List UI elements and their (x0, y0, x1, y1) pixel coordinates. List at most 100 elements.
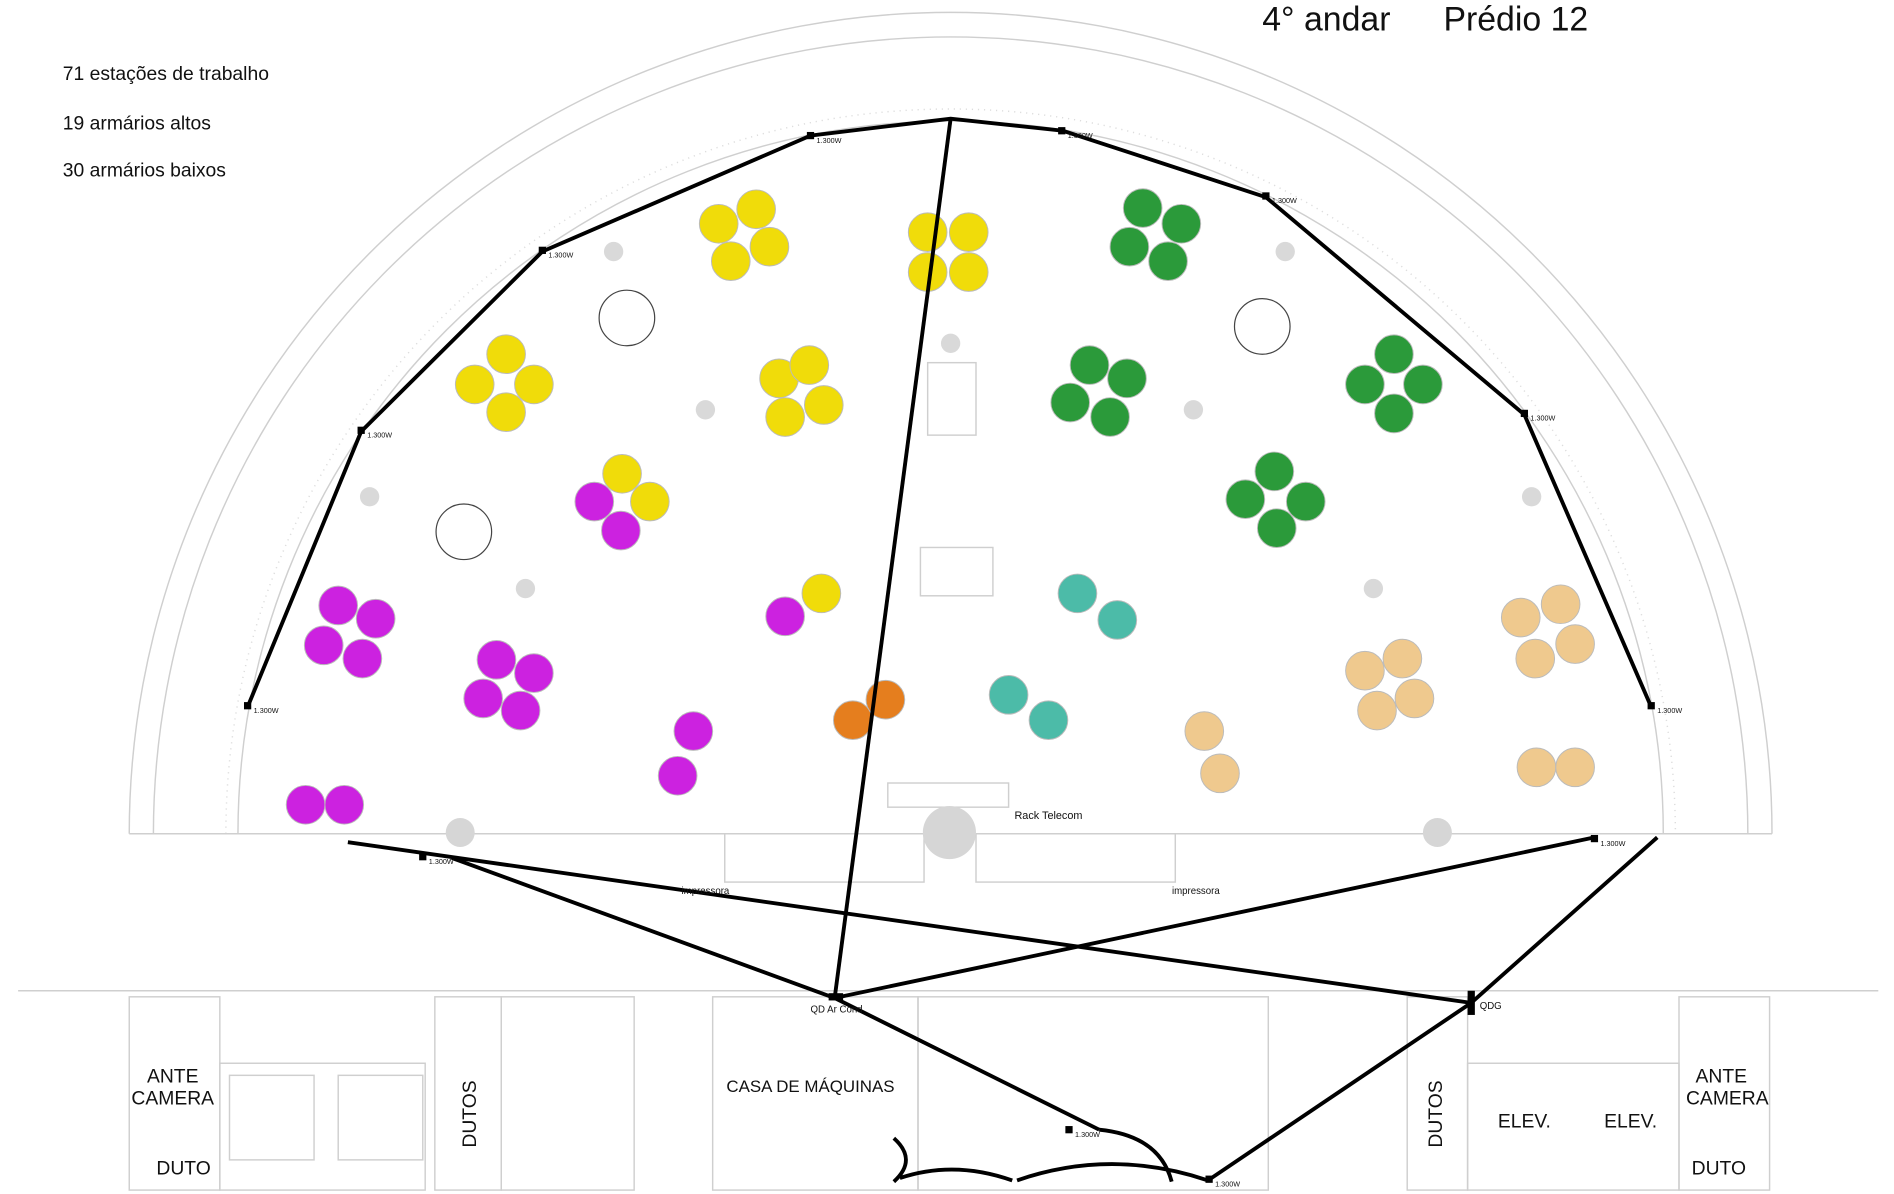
workstation (303, 625, 344, 666)
workstation (1515, 638, 1556, 679)
workstation (476, 640, 517, 680)
workstation (1374, 393, 1414, 434)
workstation (514, 364, 554, 405)
workstation (1069, 345, 1110, 385)
power-label: 1.300W (1530, 414, 1555, 423)
power-label: 1.300W (1272, 196, 1297, 205)
power-label: 1.300W (254, 706, 279, 715)
power-label: 1.300W (1657, 706, 1682, 715)
outlet (357, 426, 365, 434)
room-label: ANTE (147, 1067, 199, 1088)
workstation (765, 596, 805, 637)
outlet (1520, 409, 1529, 418)
room-label: DUTOS (460, 1080, 481, 1147)
equipment-label: impressora (1172, 886, 1220, 897)
workstation (514, 653, 554, 693)
workstation (988, 675, 1029, 715)
room-label: CASA DE MÁQUINAS (726, 1077, 894, 1096)
equipment-label: QD Ar Cond (811, 1005, 863, 1016)
outlet (1205, 1175, 1213, 1183)
outlet (243, 702, 252, 710)
room-label: DUTO (156, 1158, 210, 1179)
workstation (736, 189, 776, 230)
workstation (1394, 678, 1435, 719)
outlet (1590, 834, 1599, 843)
workstation (342, 638, 383, 679)
workstation (1256, 508, 1297, 548)
workstation (1200, 753, 1240, 794)
workstation (355, 598, 396, 639)
workstation (602, 453, 642, 494)
outlet (1647, 702, 1655, 710)
workstation (948, 252, 989, 292)
room-label: ELEV. (1604, 1111, 1657, 1132)
power-label: 1.300W (1215, 1179, 1240, 1188)
workstation (1090, 397, 1130, 437)
workstation (801, 573, 842, 614)
legend-item: 71 estações de trabalho (63, 64, 269, 85)
workstation (749, 226, 790, 267)
outlet (1058, 127, 1066, 135)
power-label: 1.300W (1068, 131, 1093, 140)
workstation (1555, 747, 1595, 788)
workstation (1357, 690, 1397, 731)
workstation (1107, 358, 1147, 399)
power-label: 1.300W (548, 251, 573, 260)
workstation (1345, 364, 1385, 405)
workstation (454, 364, 495, 405)
room-label: DUTOS (1426, 1080, 1447, 1147)
wiring (245, 116, 1659, 1184)
workstation (1285, 481, 1326, 522)
workstation (948, 212, 989, 253)
workstation (1148, 241, 1188, 282)
outlet (1065, 1126, 1073, 1134)
workstation (1184, 711, 1225, 751)
workstation (486, 334, 526, 375)
workstation (698, 203, 739, 244)
workstation (630, 481, 670, 522)
workstation-groups (285, 188, 1595, 825)
workstation (803, 385, 844, 425)
workstation (657, 755, 698, 796)
building-outline (18, 11, 1879, 1191)
workstation (1555, 624, 1595, 664)
workstation (1500, 597, 1541, 638)
equipment-label: impressora (682, 886, 730, 897)
workstation (601, 510, 641, 551)
outlet (806, 131, 815, 140)
workstation (1540, 584, 1581, 625)
workstation (789, 345, 830, 385)
workstation (1050, 382, 1091, 423)
workstation (486, 392, 526, 432)
workstation (1345, 650, 1385, 691)
outlet (419, 853, 427, 861)
building-title: Prédio 12 (1443, 0, 1588, 38)
room-label: ANTE (1696, 1067, 1748, 1088)
workstation (574, 481, 615, 522)
workstation (907, 212, 948, 253)
equipment-label: QDG (1480, 1001, 1502, 1012)
workstation (1225, 479, 1266, 519)
room-label: DUTO (1692, 1158, 1746, 1179)
workstation (1516, 747, 1557, 788)
workstation (1028, 700, 1069, 741)
room-label: ELEV. (1498, 1111, 1551, 1132)
equipment-label: Rack Telecom (1014, 810, 1082, 822)
workstation (1057, 573, 1098, 614)
outlet (538, 246, 546, 254)
legend-item: 30 armários baixos (63, 161, 226, 182)
room-label: CAMERA (1686, 1088, 1769, 1109)
workstation (1109, 226, 1150, 267)
room-label: CAMERA (131, 1088, 214, 1109)
workstation (673, 711, 714, 751)
legend-item: 19 armários altos (63, 114, 211, 135)
workstation (1097, 600, 1138, 640)
workstation (710, 241, 751, 282)
workstation (324, 784, 365, 825)
power-label: 1.300W (817, 136, 842, 145)
workstation (318, 585, 359, 626)
power-label: 1.300W (429, 857, 454, 866)
workstation (1254, 451, 1295, 492)
